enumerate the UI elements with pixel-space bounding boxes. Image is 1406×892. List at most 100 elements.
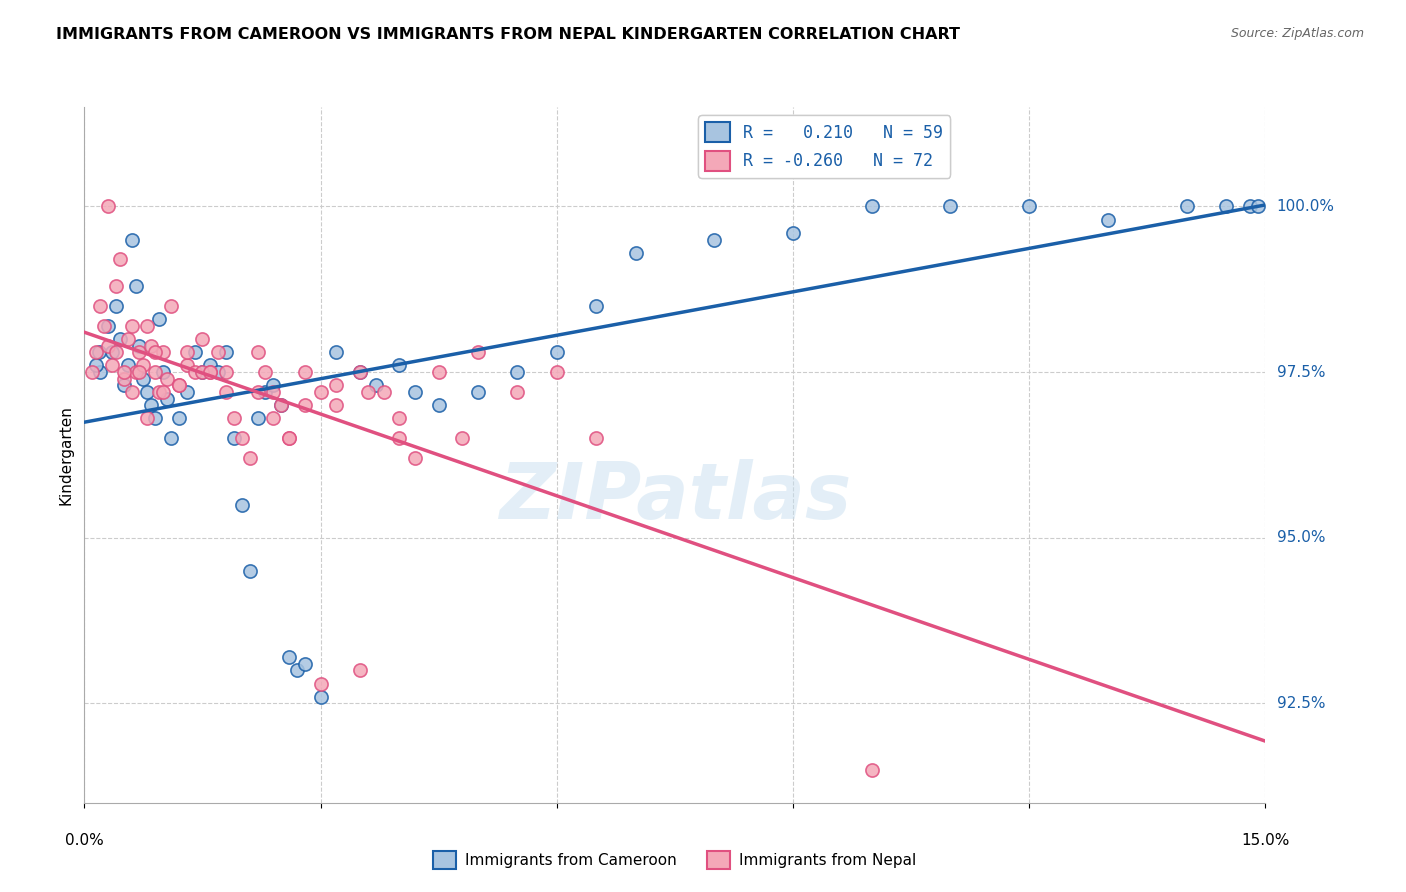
Point: [860, 199, 883, 213]
Point: [160, 299, 183, 313]
Point: [200, 365, 222, 379]
Point: [506, 384, 529, 399]
Point: [1215, 199, 1237, 213]
Point: [357, 384, 380, 399]
Point: [97, 338, 120, 352]
Point: [136, 411, 159, 425]
Point: [104, 299, 127, 313]
Point: [183, 365, 205, 379]
Point: [104, 345, 127, 359]
Point: [222, 411, 245, 425]
Point: [160, 431, 183, 445]
Point: [215, 365, 238, 379]
Point: [231, 431, 253, 445]
Point: [132, 359, 155, 373]
Point: [860, 763, 883, 777]
Point: [467, 345, 489, 359]
Point: [294, 365, 316, 379]
Point: [222, 431, 245, 445]
Point: [262, 384, 284, 399]
Point: [89, 365, 111, 379]
Point: [141, 338, 163, 352]
Point: [183, 345, 205, 359]
Point: [1246, 199, 1268, 213]
Point: [84, 359, 107, 373]
Point: [262, 378, 284, 392]
Point: [191, 365, 214, 379]
Point: [156, 372, 179, 386]
Point: [156, 392, 179, 406]
Point: [1175, 199, 1198, 213]
Point: [215, 384, 238, 399]
Point: [309, 690, 332, 704]
Point: [101, 359, 124, 373]
Point: [143, 365, 166, 379]
Point: [128, 338, 150, 352]
Point: [152, 365, 174, 379]
Point: [364, 378, 387, 392]
Point: [207, 365, 229, 379]
Text: 0.0%: 0.0%: [65, 833, 104, 848]
Point: [427, 398, 450, 412]
Point: [585, 299, 607, 313]
Point: [239, 451, 262, 466]
Point: [388, 411, 411, 425]
Point: [782, 226, 804, 240]
Point: [246, 345, 269, 359]
Point: [546, 345, 568, 359]
Point: [167, 411, 190, 425]
Point: [112, 365, 135, 379]
Point: [117, 359, 139, 373]
Point: [176, 384, 198, 399]
Point: [167, 378, 190, 392]
Y-axis label: Kindergarten: Kindergarten: [58, 405, 73, 505]
Point: [467, 384, 489, 399]
Text: 92.5%: 92.5%: [1277, 696, 1324, 711]
Point: [239, 564, 262, 578]
Point: [546, 365, 568, 379]
Point: [200, 359, 222, 373]
Point: [388, 431, 411, 445]
Point: [82, 365, 104, 379]
Point: [262, 411, 284, 425]
Point: [200, 365, 222, 379]
Point: [191, 365, 214, 379]
Point: [84, 345, 107, 359]
Point: [112, 372, 135, 386]
Legend: Immigrants from Cameroon, Immigrants from Nepal: Immigrants from Cameroon, Immigrants fro…: [427, 845, 922, 875]
Point: [1239, 199, 1261, 213]
Text: 95.0%: 95.0%: [1277, 530, 1324, 545]
Point: [121, 384, 143, 399]
Point: [128, 345, 150, 359]
Point: [294, 398, 316, 412]
Point: [325, 345, 347, 359]
Point: [124, 279, 146, 293]
Point: [112, 378, 135, 392]
Point: [246, 411, 269, 425]
Point: [97, 318, 120, 333]
Point: [278, 650, 301, 665]
Point: [108, 332, 131, 346]
Point: [141, 398, 163, 412]
Point: [121, 233, 143, 247]
Text: 100.0%: 100.0%: [1277, 199, 1334, 214]
Point: [624, 245, 647, 260]
Point: [404, 451, 426, 466]
Point: [104, 279, 127, 293]
Text: ZIPatlas: ZIPatlas: [499, 458, 851, 534]
Point: [349, 663, 371, 677]
Point: [309, 676, 332, 690]
Point: [121, 318, 143, 333]
Point: [87, 345, 110, 359]
Point: [254, 365, 277, 379]
Point: [108, 252, 131, 267]
Point: [451, 431, 474, 445]
Point: [152, 345, 174, 359]
Point: [124, 365, 146, 379]
Point: [278, 431, 301, 445]
Point: [97, 199, 120, 213]
Point: [152, 384, 174, 399]
Point: [1018, 199, 1040, 213]
Point: [285, 663, 308, 677]
Point: [89, 299, 111, 313]
